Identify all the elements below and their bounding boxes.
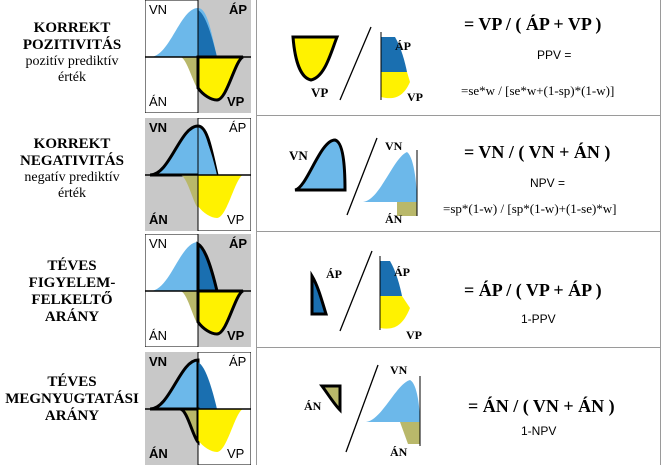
denominator-label-top: ÁP (395, 39, 411, 53)
ratio-illustration: VP ÁP VP (291, 26, 423, 104)
row-label: TÉVES FIGYELEM- FELKELTŐ ARÁNY (0, 258, 144, 326)
formula: =sp*(1-w) / [sp*(1-w)+(1-se)*w] (443, 201, 617, 216)
quad-label-bl: ÁN (149, 94, 167, 109)
row-divider-1 (256, 115, 661, 116)
denominator-fp (380, 261, 402, 296)
denominator-tp (381, 72, 410, 99)
quad-label-bl: ÁN (149, 446, 168, 461)
row-divider-3 (256, 347, 661, 348)
denominator-tp (380, 296, 410, 329)
row-subtitle-line: érték (58, 186, 86, 201)
measure-name: PPV = (537, 48, 572, 62)
quad-label-tr: ÁP (229, 2, 247, 17)
equation: = VP / ( ÁP + VP ) (464, 14, 602, 34)
denominator-label-bottom: VP (407, 90, 423, 104)
denominator-label-top: VN (390, 363, 408, 377)
numerator-label: VN (289, 148, 308, 163)
denominator-fp (381, 37, 407, 72)
true-positive-highlight (196, 289, 244, 336)
measure-name: 1-NPV (521, 424, 557, 438)
formula: =se*w / [se*w+(1-sp)*(1-w)] (461, 83, 615, 98)
row-title-line: ARÁNY (44, 408, 100, 424)
denominator-fn (397, 202, 417, 216)
quad-label-br: VP (227, 446, 244, 461)
row-title-line: TÉVES (47, 258, 97, 274)
row-divider-2 (256, 231, 661, 232)
false-negative-area (180, 175, 198, 208)
row-title-line: NEGATIVITÁS (20, 153, 124, 169)
row-title-line: FIGYELEM- (28, 275, 116, 291)
true-positive-area (198, 175, 243, 218)
false-positive-area (198, 10, 217, 57)
division-slash (345, 364, 379, 453)
quad-label-tl: VN (149, 236, 167, 251)
numerator-shape (291, 35, 340, 82)
distribution-panel: VN ÁP ÁN VP (145, 118, 251, 231)
row-subtitle-line: negatív prediktív (24, 170, 120, 185)
distribution-panel: VN ÁP ÁN VP (145, 0, 251, 113)
healthy-left (150, 242, 198, 291)
division-slash (339, 26, 372, 101)
distribution-panel: VN ÁP ÁN VP (145, 352, 251, 465)
row-label: KORREKT NEGATIVITÁS negatív prediktív ér… (0, 136, 144, 202)
healthy-right (198, 128, 217, 175)
ratio-illustration: VN VN ÁN (289, 137, 418, 225)
quad-label-tr: ÁP (229, 236, 247, 251)
equation: = VN / ( VN + ÁN ) (464, 142, 611, 162)
quad-label-br: VP (227, 94, 245, 109)
division-slash (339, 250, 373, 332)
row-false-reassurance: TÉVES MEGNYUGTATÁSI ARÁNY VN ÁP ÁN VP ÁN… (0, 348, 661, 465)
quad-label-tl: VN (149, 354, 167, 369)
quad-label-tr: ÁP (229, 120, 246, 135)
quad-label-tl: VN (149, 2, 167, 17)
denominator-tn (366, 380, 420, 422)
false-positive-area (198, 362, 217, 409)
true-positive-highlight (196, 55, 244, 102)
denominator-label-top: VN (385, 139, 403, 153)
row-title-line: ARÁNY (44, 309, 100, 325)
division-slash (346, 137, 378, 216)
row-false-alarm: TÉVES FIGYELEM- FELKELTŐ ARÁNY VN ÁP ÁN … (0, 232, 661, 347)
quad-label-br: VP (227, 212, 244, 227)
denominator-label-bottom: VP (406, 328, 422, 341)
numerator-label: ÁP (326, 267, 342, 281)
denominator-tn (363, 152, 417, 202)
row-npv: KORREKT NEGATIVITÁS negatív prediktív ér… (0, 116, 661, 231)
row-ppv: KORREKT POZITIVITÁS pozitív prediktív ér… (0, 0, 661, 115)
numerator-shape (310, 270, 329, 316)
measure-name: 1-PPV (521, 312, 556, 326)
row-title-line: MEGNYUGTATÁSI (5, 391, 139, 407)
numerator-shape (294, 138, 347, 192)
numerator-label: ÁN (304, 399, 322, 413)
row-title-line: POZITIVITÁS (22, 37, 122, 53)
quad-label-br: VP (227, 328, 245, 343)
quad-label-bl: ÁN (149, 212, 168, 227)
row-label: KORREKT POZITIVITÁS pozitív prediktív ér… (0, 20, 144, 86)
denominator-label-top: ÁP (394, 265, 410, 279)
denominator-fn (400, 422, 420, 444)
row-label: TÉVES MEGNYUGTATÁSI ARÁNY (0, 374, 144, 425)
row-title-line: KORREKT (33, 136, 111, 152)
row-title-line: TÉVES (47, 374, 97, 390)
equation: = ÁN / ( VN + ÁN ) (468, 396, 615, 416)
numerator-label: VP (311, 85, 328, 100)
row-subtitle-line: pozitív prediktív (25, 54, 119, 69)
distribution-panel: VN ÁP ÁN VP (145, 234, 251, 347)
ratio-illustration: ÁP ÁP VP (310, 250, 422, 341)
row-subtitle-line: érték (58, 70, 86, 85)
numerator-shape (319, 384, 342, 414)
row-title-line: FELKELTŐ (31, 292, 113, 308)
quad-label-tl: VN (149, 120, 167, 135)
row-title-line: KORREKT (33, 20, 111, 36)
denominator-label-bottom: ÁN (390, 445, 408, 459)
equation: = ÁP / ( VP + ÁP ) (464, 280, 602, 300)
true-positive-area (198, 409, 243, 452)
ratio-illustration: ÁN VN ÁN (304, 363, 421, 459)
false-negative-area (180, 291, 198, 324)
measure-name: NPV = (530, 176, 566, 190)
denominator-label-bottom: ÁN (385, 212, 403, 225)
separator-left (256, 0, 257, 465)
quad-label-tr: ÁP (229, 354, 246, 369)
quad-label-bl: ÁN (149, 328, 167, 343)
